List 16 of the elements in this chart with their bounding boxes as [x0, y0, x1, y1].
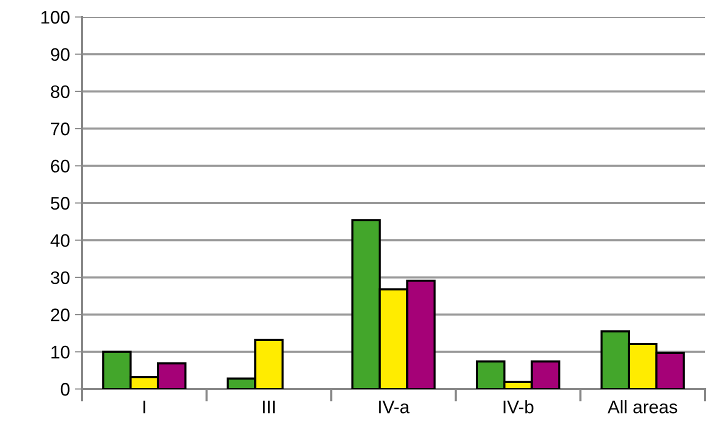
y-tick-label: 60 [51, 160, 70, 173]
x-tick-label: All areas [608, 400, 678, 414]
x-tick-label: IV-b [504, 400, 534, 414]
x-tick-label: III [263, 400, 275, 414]
y-tick-label: 70 [51, 122, 70, 136]
x-tick-label: IV-a [379, 400, 410, 414]
x-tick-label: I [143, 400, 146, 414]
y-tick-label: 0 [60, 382, 70, 396]
y-tick-label: 50 [50, 196, 70, 210]
y-tick-label: 90 [50, 48, 70, 61]
y-tick-label: 10 [51, 346, 70, 359]
y-tick-label: 80 [50, 85, 70, 98]
y-tick-label: 30 [50, 271, 70, 284]
y-tick-label: 20 [51, 308, 70, 322]
y-tick-label: 100 [41, 10, 70, 24]
y-tick-label: 40 [50, 234, 70, 247]
